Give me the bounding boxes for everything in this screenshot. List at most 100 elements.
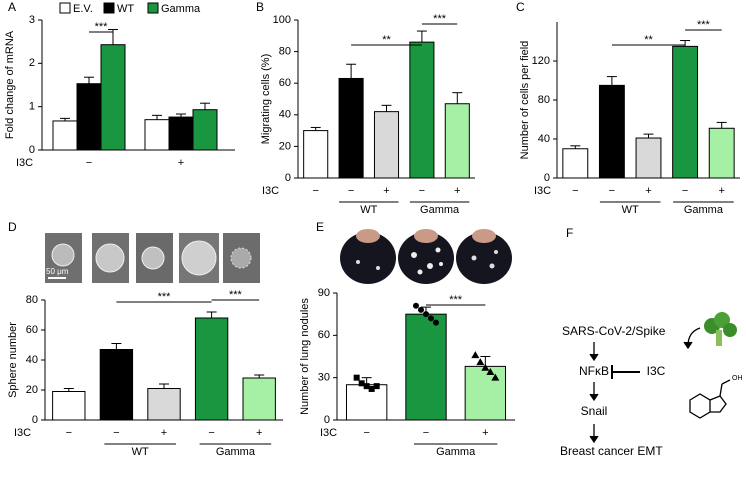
- error-bar: [643, 133, 654, 139]
- error-bar: [63, 388, 74, 392]
- legend-label: E.V.: [73, 3, 93, 15]
- error-bar: [254, 374, 265, 378]
- x-tick-label: −: [348, 185, 354, 197]
- pathway-node: Snail: [581, 404, 608, 418]
- y-axis-label: Migrating cells (%): [260, 54, 272, 144]
- x-tick-label: −: [609, 185, 615, 197]
- x-tick-label: −: [66, 427, 72, 439]
- group-label: WT: [132, 446, 149, 458]
- bar: [635, 137, 662, 179]
- x-tick-label: +: [482, 427, 488, 439]
- x-tick-label: −: [682, 185, 688, 197]
- error-bar: [60, 117, 70, 121]
- x-tick-label: −: [113, 427, 119, 439]
- bar: [672, 45, 699, 179]
- data-point: [476, 358, 485, 366]
- bar: [192, 109, 218, 151]
- group-label: WT: [360, 204, 377, 216]
- bar: [194, 317, 229, 421]
- bar: [99, 349, 134, 421]
- error-bar: [176, 113, 186, 118]
- sphere-images: [45, 233, 260, 283]
- error-bar: [206, 311, 217, 318]
- error-bar: [570, 145, 581, 149]
- error-bar: [381, 104, 392, 112]
- data-point: [418, 306, 424, 313]
- x-tick-label: +: [718, 185, 724, 197]
- y-tick-label: 1: [29, 101, 35, 113]
- x-tick-label: +: [161, 427, 167, 439]
- y-tick-label: 60: [26, 324, 38, 336]
- error-bar: [159, 383, 169, 389]
- x-tick-label: +: [645, 185, 651, 197]
- bar: [303, 130, 329, 179]
- group-label: Gamma: [420, 204, 460, 216]
- data-point: [428, 315, 434, 322]
- y-tick-label: 80: [538, 94, 550, 106]
- data-point: [368, 385, 375, 392]
- error-bar: [452, 92, 463, 104]
- scale-bar-label: 50 μm: [46, 267, 69, 276]
- x-tick-label: +: [454, 185, 460, 197]
- bar: [345, 384, 388, 421]
- group-label: Gamma: [216, 446, 256, 458]
- bar: [168, 116, 194, 151]
- broccoli: [704, 312, 737, 346]
- bar: [708, 127, 735, 179]
- y-axis-label: Fold change of mRNA: [4, 30, 16, 139]
- y-axis-label: Sphere number: [7, 322, 19, 398]
- significance-label: ***: [449, 294, 463, 306]
- significance-label: **: [644, 34, 653, 46]
- bar: [242, 377, 276, 421]
- bar: [598, 84, 625, 179]
- x-tick-label: −: [419, 185, 425, 197]
- y-tick-label: 20: [26, 384, 38, 396]
- x-tick-label: −: [572, 185, 578, 197]
- x-tick-label: +: [256, 427, 262, 439]
- y-tick-label: 0: [324, 414, 330, 426]
- x-tick-label: −: [423, 427, 429, 439]
- panel-label: E: [316, 220, 324, 234]
- pathway-node: SARS-CoV-2/Spike: [562, 324, 666, 338]
- legend-swatch: [59, 2, 71, 14]
- bar: [147, 388, 181, 421]
- significance-label: ***: [229, 289, 243, 301]
- bar: [52, 391, 86, 421]
- x-tick-label: −: [208, 427, 214, 439]
- y-tick-label: 80: [279, 46, 291, 58]
- pathway-shapes: [589, 327, 731, 444]
- x-row-label: I3C: [534, 185, 551, 197]
- y-tick-label: 120: [532, 55, 550, 67]
- panel-label: D: [8, 220, 17, 234]
- pathway-node: NFκB: [579, 364, 609, 378]
- y-tick-label: 40: [26, 354, 38, 366]
- x-row-label: I3C: [262, 185, 279, 197]
- error-bar: [84, 76, 94, 84]
- error-bar: [416, 30, 427, 43]
- y-tick-label: 90: [318, 287, 330, 299]
- x-tick-label: −: [86, 157, 92, 169]
- significance-label: ***: [697, 19, 711, 31]
- y-tick-label: 0: [544, 172, 550, 184]
- panel-label: F: [566, 226, 573, 240]
- y-tick-label: 40: [279, 109, 291, 121]
- y-tick-label: 20: [279, 140, 291, 152]
- data-point: [373, 383, 380, 390]
- data-point: [423, 311, 429, 318]
- y-tick-label: 0: [32, 414, 38, 426]
- legend-swatch: [103, 2, 115, 14]
- group-label: Gamma: [436, 446, 476, 458]
- group-label: WT: [622, 204, 639, 216]
- error-bar: [716, 121, 727, 129]
- panel-label: B: [256, 0, 264, 14]
- x-row-label: I3C: [320, 427, 337, 439]
- x-tick-label: −: [312, 185, 318, 197]
- group-label: Gamma: [684, 204, 724, 216]
- error-bar: [606, 76, 617, 86]
- x-tick-label: −: [363, 427, 369, 439]
- significance-label: ***: [158, 291, 172, 303]
- legend-label: WT: [117, 3, 134, 15]
- x-tick-label: +: [383, 185, 389, 197]
- significance-label: ***: [95, 21, 109, 33]
